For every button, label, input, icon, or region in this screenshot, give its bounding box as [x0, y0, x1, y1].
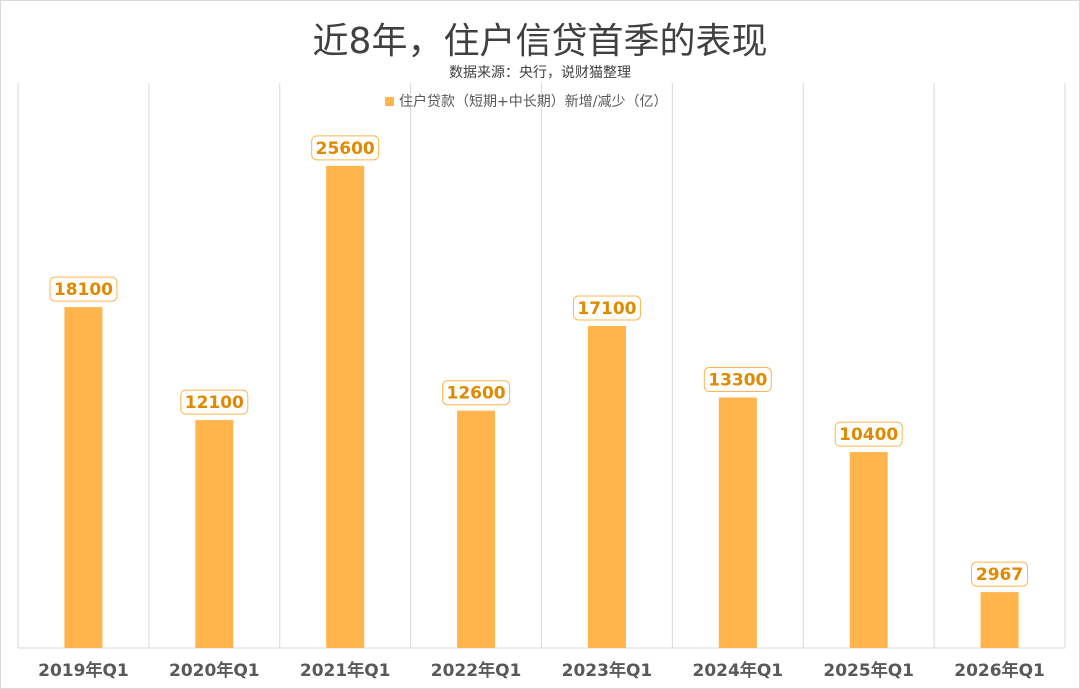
bar-2019年Q1	[64, 307, 103, 648]
data-label-2021年Q1: 25600	[316, 139, 375, 159]
x-tick-label-5: 2024年Q1	[693, 660, 784, 681]
bar-2026年Q1	[980, 592, 1019, 648]
bar-2021年Q1	[326, 165, 365, 648]
x-axis: 2019年Q1 2020年Q1 2021年Q1 2022年Q1 2023年Q1 2024年…	[38, 660, 1045, 681]
data-label-box-2019年Q1	[49, 276, 118, 302]
data-label-box-2025年Q1	[834, 421, 903, 447]
data-label-box-2026年Q1	[971, 561, 1029, 587]
legend-swatch	[385, 97, 394, 106]
grid-lines	[17, 83, 1066, 649]
bar-2020年Q1	[195, 420, 234, 648]
bars	[64, 165, 1019, 648]
chart-title: 近8年，住户信贷首季的表现	[313, 21, 768, 62]
data-label-box-2021年Q1	[311, 135, 380, 161]
x-tick-label-2: 2021年Q1	[300, 660, 391, 681]
legend-label: 住户贷款（短期+中长期）新增/减少（亿）	[399, 93, 667, 110]
data-label-2024年Q1: 13300	[708, 371, 767, 391]
data-label-2026年Q1: 2967	[976, 565, 1023, 585]
bar-2024年Q1	[718, 397, 757, 648]
x-tick-label-6: 2025年Q1	[823, 660, 914, 681]
bar-2022年Q1	[457, 410, 496, 648]
x-tick-label-4: 2023年Q1	[562, 660, 653, 681]
data-labels: 18100 12100 25600 12600 17100 13300 10400 2967	[49, 135, 1029, 587]
bar-2025年Q1	[849, 452, 888, 648]
data-label-2023年Q1: 17100	[577, 299, 636, 319]
x-tick-label-7: 2026年Q1	[954, 660, 1045, 681]
x-tick-label-1: 2020年Q1	[169, 660, 260, 681]
data-label-2022年Q1: 12600	[446, 384, 505, 404]
data-label-box-2020年Q1	[180, 389, 249, 415]
data-label-box-2022年Q1	[442, 380, 511, 406]
data-label-2025年Q1: 10400	[839, 425, 898, 445]
legend: 住户贷款（短期+中长期）新增/减少（亿）	[385, 93, 667, 110]
bar-2023年Q1	[587, 325, 626, 648]
x-tick-label-3: 2022年Q1	[431, 660, 522, 681]
data-label-2020年Q1: 12100	[185, 393, 244, 413]
data-label-box-2024年Q1	[703, 367, 772, 393]
data-label-2019年Q1: 18100	[54, 280, 113, 300]
data-label-box-2023年Q1	[572, 295, 641, 321]
chart-subtitle: 数据来源：央行，说财猫整理	[449, 65, 631, 81]
x-tick-label-0: 2019年Q1	[38, 660, 129, 681]
